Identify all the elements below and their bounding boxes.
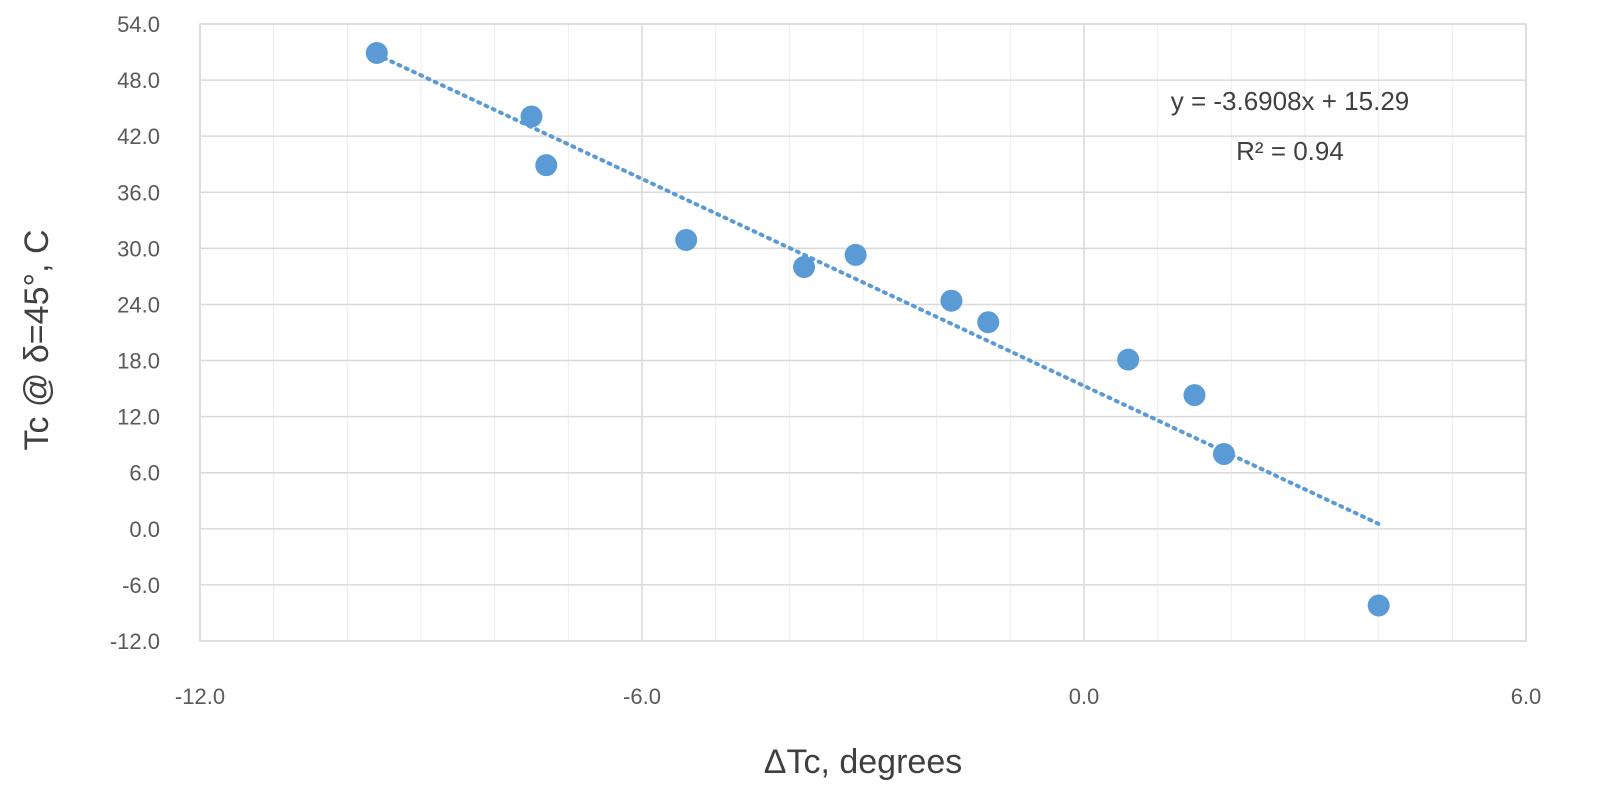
data-point (977, 311, 1000, 334)
y-tick-label: 30.0 (117, 236, 160, 261)
x-axis-tick-labels: -12.0 -6.0 0.0 6.0 (175, 684, 1541, 709)
minor-gridlines (273, 24, 1453, 641)
data-point (1183, 384, 1206, 407)
x-axis-title: ΔTc, degrees (764, 743, 962, 781)
linear-trendline (374, 52, 1381, 526)
data-point (1212, 443, 1235, 466)
plot-area-border (199, 23, 1527, 642)
data-points (365, 41, 1390, 617)
y-tick-label: -6.0 (122, 573, 160, 598)
y-tick-label: 24.0 (117, 292, 160, 317)
y-tick-label: -12.0 (110, 629, 160, 654)
x-tick-label: 6.0 (1511, 684, 1542, 709)
data-point (535, 154, 558, 177)
data-point (1117, 348, 1140, 371)
data-point (940, 289, 963, 312)
trendline-r-squared: R² = 0.94 (1236, 136, 1344, 166)
y-axis-title: Tc @ δ=45°, C (18, 229, 56, 450)
data-point (365, 41, 388, 64)
y-tick-label: 48.0 (117, 68, 160, 93)
x-tick-label: -12.0 (175, 684, 225, 709)
data-point (520, 105, 543, 128)
y-axis-tick-labels: -12.0 -6.0 0.0 6.0 12.0 18.0 24.0 30.0 36.0 42.0 4… (110, 12, 160, 654)
y-tick-label: 54.0 (117, 12, 160, 37)
data-point (675, 228, 698, 251)
y-tick-label: 42.0 (117, 124, 160, 149)
y-tick-label: 12.0 (117, 405, 160, 430)
x-tick-label: 0.0 (1069, 684, 1100, 709)
y-tick-label: 18.0 (117, 349, 160, 374)
x-tick-label: -6.0 (623, 684, 661, 709)
y-tick-label: 0.0 (129, 517, 160, 542)
data-point (844, 243, 867, 266)
data-point (1367, 594, 1390, 617)
y-tick-label: 6.0 (129, 461, 160, 486)
y-tick-label: 36.0 (117, 180, 160, 205)
trendline-equation: y = -3.6908x + 15.29 (1171, 86, 1410, 116)
data-point (793, 256, 816, 279)
